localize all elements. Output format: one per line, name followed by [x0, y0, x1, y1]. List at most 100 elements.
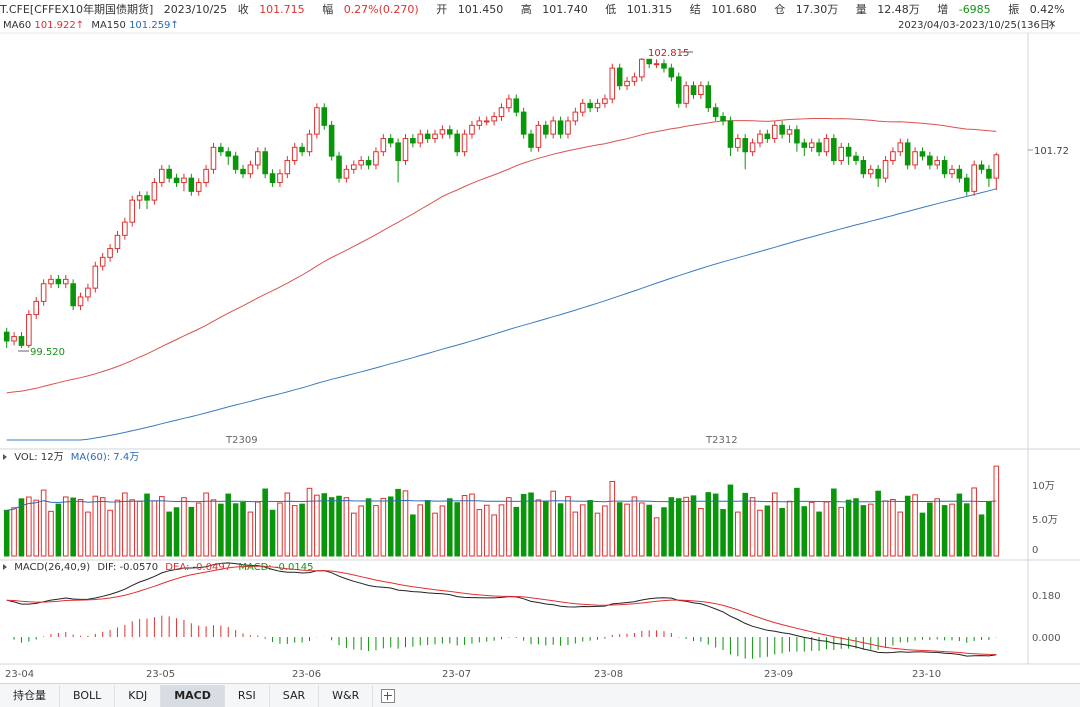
candle-body	[506, 98, 512, 109]
volume-bar	[927, 502, 933, 557]
macd-label: MACD(26,40,9)	[14, 562, 91, 573]
candle-body	[284, 160, 291, 175]
candle-body	[720, 116, 726, 122]
volume-bar	[306, 487, 313, 557]
candlestick	[735, 134, 741, 152]
candle-body	[520, 111, 527, 135]
candlestick	[210, 142, 217, 174]
volume-bar	[535, 499, 542, 557]
candlestick	[875, 164, 881, 187]
candlestick	[77, 292, 84, 311]
candlestick	[661, 59, 667, 73]
candlestick	[26, 310, 32, 348]
candle-body	[247, 164, 254, 175]
candlestick	[986, 164, 992, 187]
low-label: 低	[605, 3, 617, 16]
volume-bar	[587, 500, 593, 557]
candlestick	[624, 76, 630, 91]
date-range-label: 2023/04/03-2023/10/25(136日)	[898, 20, 1054, 31]
volume-bar	[520, 493, 527, 557]
tab-wr[interactable]: W&R	[319, 684, 374, 707]
volume-bar	[48, 510, 54, 557]
x-label-23-09: 23-09	[764, 669, 793, 680]
volume-bar	[218, 503, 224, 557]
volume-bar	[705, 492, 712, 557]
x-label-23-06: 23-06	[292, 669, 321, 680]
volume-bar	[794, 487, 800, 557]
tab-kdj[interactable]: KDJ	[115, 684, 162, 707]
volume-bar	[454, 502, 460, 557]
candle-body	[653, 63, 660, 66]
candle-body	[158, 168, 165, 184]
contract-label-t2312: T2312	[705, 435, 738, 446]
volume-bar	[712, 493, 719, 557]
candlestick	[181, 173, 187, 192]
candle-body	[240, 168, 246, 175]
volume-bar	[262, 488, 268, 557]
candlestick	[801, 138, 808, 157]
volume-bar	[210, 499, 217, 557]
candle-body	[535, 124, 542, 148]
candlestick	[927, 151, 933, 170]
x-label-23-04: 23-04	[5, 669, 34, 680]
vol-label: 量	[855, 3, 867, 16]
candlestick	[845, 142, 852, 165]
volume-bar	[764, 505, 771, 557]
candlestick	[587, 98, 593, 113]
ma60-value: 101.922↑	[34, 20, 85, 31]
tab-sar[interactable]: SAR	[270, 684, 320, 707]
volume-bar	[550, 490, 556, 557]
candlestick	[262, 147, 268, 179]
candle-body	[483, 120, 490, 123]
candle-body	[33, 300, 40, 316]
vol-axis-0: 0	[1032, 545, 1038, 556]
candlestick	[823, 134, 830, 157]
add-indicator-icon[interactable]	[381, 688, 396, 703]
candlestick	[779, 120, 785, 139]
volume-bar	[779, 507, 785, 557]
amplitude-label: 振	[1008, 3, 1020, 16]
volume-bar	[683, 496, 689, 557]
volume-bar	[195, 502, 202, 557]
volume-bar	[365, 498, 372, 557]
candlestick	[498, 103, 505, 121]
candle-body	[417, 133, 424, 144]
candle-body	[18, 336, 25, 346]
volume-bar	[40, 489, 47, 557]
tab-rsi[interactable]: RSI	[225, 684, 270, 707]
volume-bar	[993, 465, 1000, 557]
candle-body	[454, 133, 460, 153]
candle-body	[550, 120, 556, 135]
dea-line	[6, 565, 997, 655]
volume-bar	[166, 511, 172, 557]
tab-open-interest[interactable]: 持仓量	[0, 684, 60, 707]
candle-body	[114, 234, 121, 250]
volume-bar	[867, 503, 874, 557]
candlestick	[705, 81, 712, 113]
candle-body	[173, 177, 180, 184]
high-label: 高	[520, 3, 532, 16]
volume-bar	[476, 509, 483, 557]
volume-bar	[122, 492, 128, 557]
candlestick	[85, 283, 91, 302]
candlestick	[690, 81, 697, 99]
candle-body	[956, 168, 963, 179]
tab-boll[interactable]: BOLL	[60, 684, 116, 707]
candle-body	[875, 168, 881, 179]
tab-macd[interactable]: MACD	[161, 684, 225, 707]
candle-body	[85, 287, 91, 298]
candle-body	[336, 155, 342, 179]
volume-bar	[882, 500, 889, 557]
settle-value: 101.680	[711, 3, 757, 16]
candlestick	[461, 129, 468, 157]
candle-body	[181, 177, 187, 184]
volume-bar	[151, 500, 158, 557]
candlestick	[742, 134, 749, 170]
volume-bar	[565, 496, 571, 557]
candle-body	[269, 173, 276, 184]
volume-bar	[395, 488, 401, 557]
chart-canvas[interactable]: 102.815 99.520 101.72 T2309 T2312 10万 5.…	[0, 0, 1080, 683]
candle-body	[579, 102, 586, 113]
close-icon[interactable]: ×	[1047, 17, 1057, 30]
candlestick	[240, 164, 246, 179]
